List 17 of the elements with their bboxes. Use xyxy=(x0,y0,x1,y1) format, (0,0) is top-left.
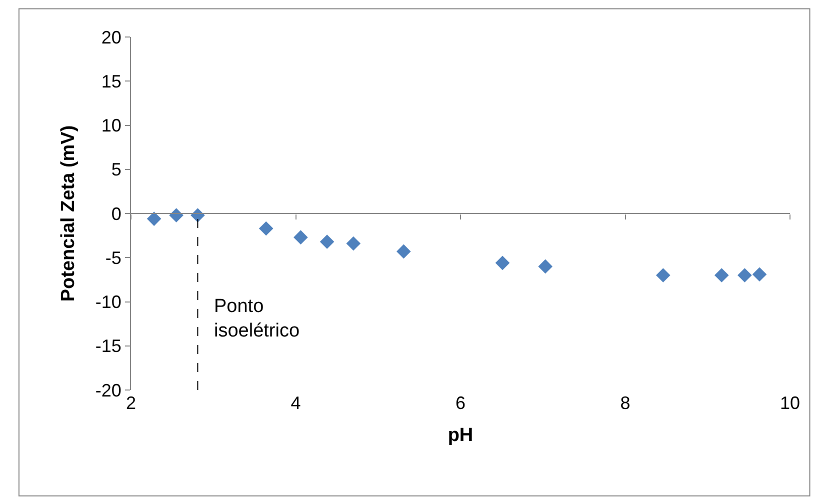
y-tick-label: 5 xyxy=(111,160,122,180)
x-tick-label: 10 xyxy=(780,393,800,413)
x-tick-label: 4 xyxy=(290,393,301,413)
y-tick-label: 20 xyxy=(101,27,122,48)
x-tick-label: 6 xyxy=(455,393,466,413)
y-tick-label: -5 xyxy=(105,248,122,268)
x-tick-label: 2 xyxy=(126,393,136,413)
y-tick-label: 15 xyxy=(101,71,122,92)
y-tick-label: -20 xyxy=(95,380,122,400)
y-axis-title: Potencial Zeta (mV) xyxy=(58,125,80,302)
x-axis-title: pH xyxy=(448,424,474,446)
ref-line-label: Ponto isoelétrico xyxy=(214,296,300,342)
y-tick-label: -10 xyxy=(95,292,122,312)
y-tick-label: 0 xyxy=(111,204,122,224)
y-tick-label: 10 xyxy=(101,116,122,136)
y-tick-label: -15 xyxy=(95,336,122,356)
x-tick-label: 8 xyxy=(620,393,630,413)
